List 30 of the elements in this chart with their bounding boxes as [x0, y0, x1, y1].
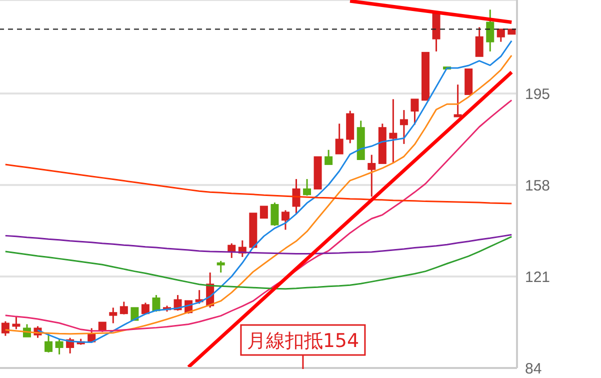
y-tick-label: 84 [525, 360, 542, 378]
y-tick-label: 121 [525, 268, 550, 286]
candlestick [410, 98, 419, 126]
candlestick [44, 333, 53, 354]
candlestick [120, 300, 128, 316]
candlestick [152, 294, 160, 312]
candlestick [1, 320, 10, 337]
candlestick [281, 209, 290, 231]
candlestick [368, 154, 376, 198]
candlestick [292, 178, 300, 215]
candlestick [216, 260, 225, 274]
candlestick [109, 306, 118, 324]
candlestick [130, 307, 139, 321]
candlestick [55, 338, 64, 356]
candlestick [324, 149, 333, 166]
candlestick [270, 202, 279, 227]
candlestick [400, 109, 408, 145]
line-series [4, 99, 512, 332]
y-tick-label: 195 [525, 86, 550, 103]
candlestick [496, 28, 505, 43]
candlestick [303, 178, 312, 196]
candlestick [12, 316, 20, 330]
candlestick [260, 206, 268, 219]
candlestick [389, 98, 398, 164]
candlestick [486, 8, 494, 52]
candlestick [475, 26, 484, 58]
candlestick [335, 122, 344, 155]
y-tick-label: 158 [525, 177, 550, 194]
annotation: 月線扣抵154 [246, 330, 360, 352]
line-series [4, 234, 512, 254]
